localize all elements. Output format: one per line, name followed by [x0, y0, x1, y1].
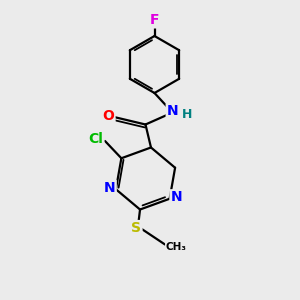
Text: CH₃: CH₃ [166, 242, 187, 252]
Text: N: N [167, 104, 178, 118]
Text: N: N [170, 190, 182, 204]
Text: Cl: Cl [88, 132, 104, 145]
Text: S: S [131, 221, 142, 235]
Text: H: H [182, 108, 193, 122]
Text: F: F [150, 14, 159, 27]
Text: N: N [104, 181, 116, 195]
Text: O: O [103, 110, 115, 123]
